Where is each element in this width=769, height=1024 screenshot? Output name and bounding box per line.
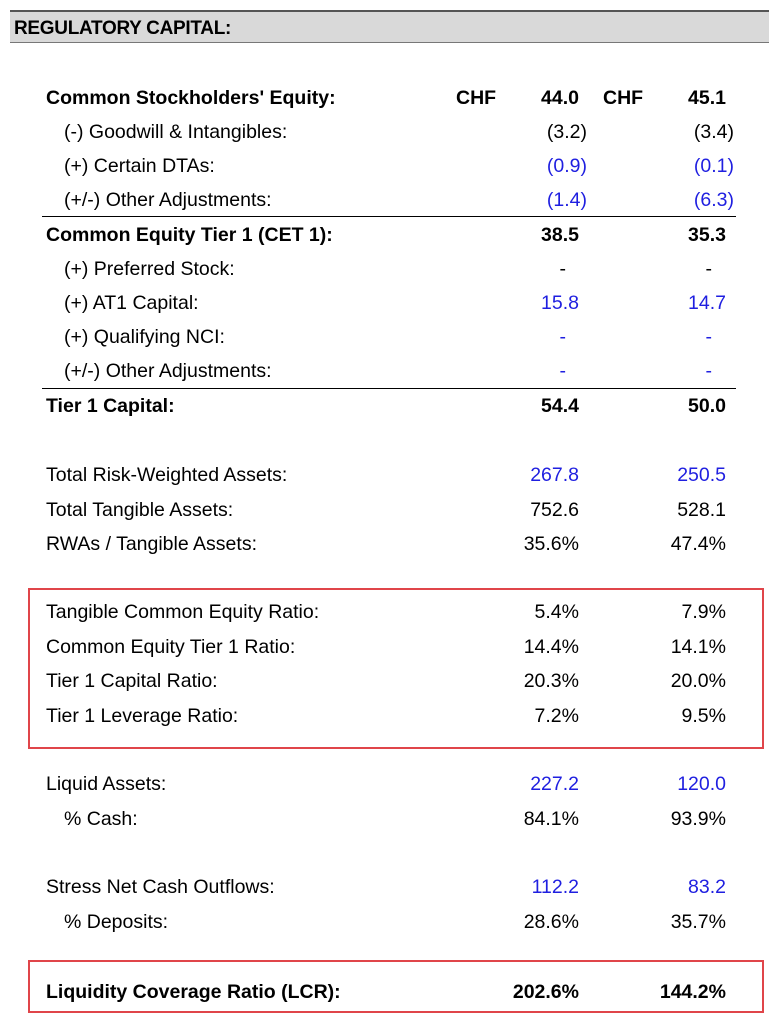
row-label: % Deposits: [64,911,169,933]
value-period-1: 202.6% [512,981,579,1003]
value-period-2: 144.2% [659,981,726,1003]
row-label: Tier 1 Leverage Ratio: [46,705,239,727]
table-row: Common Stockholders' Equity: CHF CHF 44.0 45… [0,83,769,113]
value-period-2: 528.1 [677,499,726,521]
table-row: RWAs / Tangible Assets: 35.6% 47.4% [0,529,769,559]
currency-label: CHF [456,87,497,109]
table-row: (-) Goodwill & Intangibles: (3.2) (3.4) [0,117,769,147]
row-label: Liquid Assets: [46,773,167,795]
value-period-2: (6.3) [693,189,734,211]
table-row: (+) Certain DTAs: (0.9) (0.1) [0,151,769,181]
value-period-1: (3.2) [546,121,587,143]
table-row: Liquidity Coverage Ratio (LCR): 202.6% 144… [0,977,769,1007]
table-row: % Deposits: 28.6% 35.7% [0,907,769,937]
value-period-2: 35.7% [670,911,726,933]
value-period-1: 44.0 [541,87,579,109]
row-label: (+) Preferred Stock: [64,258,235,280]
value-period-2: 93.9% [670,808,726,830]
value-period-1: 112.2 [531,876,579,898]
table-row: (+) Qualifying NCI: - - [0,322,769,352]
row-label: (+) AT1 Capital: [64,292,199,314]
value-period-1: 752.6 [530,499,579,521]
value-period-2: 14.7 [688,292,726,314]
value-period-2: 9.5% [681,705,726,727]
value-period-1: 20.3% [523,670,579,692]
value-period-2: 50.0 [688,395,726,417]
value-period-1: - [559,360,567,382]
value-period-2: 20.0% [670,670,726,692]
value-period-1: (0.9) [546,155,587,177]
row-label: % Cash: [64,808,138,830]
value-period-2: - [705,326,713,348]
row-label: Tier 1 Capital Ratio: [46,670,218,692]
value-period-1: 54.4 [541,395,579,417]
value-period-2: 83.2 [688,876,726,898]
highlight-box-lcr [28,960,764,1013]
row-label: (-) Goodwill & Intangibles: [64,121,288,143]
row-label: (+) Qualifying NCI: [64,326,225,348]
value-period-1: 35.6% [523,533,579,555]
row-label: Common Equity Tier 1 (CET 1): [46,224,333,246]
table-row: % Cash: 84.1% 93.9% [0,804,769,834]
table-row: (+) Preferred Stock: - - [0,254,769,284]
value-period-2: 250.5 [677,464,726,486]
value-period-2: 35.3 [688,224,726,246]
value-period-1: 14.4% [523,636,579,658]
value-period-1: - [559,326,567,348]
table-row: Common Equity Tier 1 (CET 1): 38.5 35.3 [0,220,769,250]
value-period-1: 267.8 [530,464,579,486]
row-label: Liquidity Coverage Ratio (LCR): [46,981,341,1003]
section-header: REGULATORY CAPITAL: [10,10,769,43]
row-label: RWAs / Tangible Assets: [46,533,257,555]
value-period-2: (0.1) [693,155,734,177]
table-row: (+/-) Other Adjustments: (1.4) (6.3) [0,185,769,215]
value-period-1: 84.1% [523,808,579,830]
value-period-1: 227.2 [530,773,579,795]
subtotal-rule [42,216,736,217]
table-row: Tangible Common Equity Ratio: 5.4% 7.9% [0,597,769,627]
table-row: (+) AT1 Capital: 15.8 14.7 [0,288,769,318]
value-period-2: 14.1% [670,636,726,658]
row-label: Common Equity Tier 1 Ratio: [46,636,296,658]
row-label: (+) Certain DTAs: [64,155,215,177]
value-period-1: (1.4) [546,189,587,211]
value-period-2: 47.4% [670,533,726,555]
value-period-2: 120.0 [677,773,726,795]
currency-label: CHF [603,87,644,109]
row-label: Total Risk-Weighted Assets: [46,464,288,486]
table-row: Liquid Assets: 227.2 120.0 [0,769,769,799]
row-label: Common Stockholders' Equity: [46,87,336,109]
value-period-1: 38.5 [541,224,579,246]
value-period-2: - [705,258,713,280]
table-row: Total Tangible Assets: 752.6 528.1 [0,495,769,525]
value-period-2: (3.4) [693,121,734,143]
value-period-2: 45.1 [688,87,726,109]
table-row: Total Risk-Weighted Assets: 267.8 250.5 [0,460,769,490]
table-row: Stress Net Cash Outflows: 112.2 83.2 [0,872,769,902]
highlight-box-ratios [28,588,764,749]
row-label: Total Tangible Assets: [46,499,234,521]
row-label: Tier 1 Capital: [46,395,175,417]
table-row: (+/-) Other Adjustments: - - [0,356,769,386]
value-period-1: 28.6% [523,911,579,933]
table-row: Tier 1 Leverage Ratio: 7.2% 9.5% [0,701,769,731]
row-label: (+/-) Other Adjustments: [64,189,272,211]
table-row: Tier 1 Capital: 54.4 50.0 [0,391,769,421]
section-title: REGULATORY CAPITAL: [14,18,232,39]
value-period-1: 7.2% [534,705,579,727]
value-period-1: 5.4% [534,601,579,623]
value-period-2: 7.9% [681,601,726,623]
table-row: Common Equity Tier 1 Ratio: 14.4% 14.1% [0,632,769,662]
value-period-1: 15.8 [541,292,579,314]
row-label: (+/-) Other Adjustments: [64,360,272,382]
subtotal-rule [42,388,736,389]
table-row: Tier 1 Capital Ratio: 20.3% 20.0% [0,666,769,696]
row-label: Tangible Common Equity Ratio: [46,601,320,623]
value-period-1: - [559,258,567,280]
value-period-2: - [705,360,713,382]
row-label: Stress Net Cash Outflows: [46,876,275,898]
